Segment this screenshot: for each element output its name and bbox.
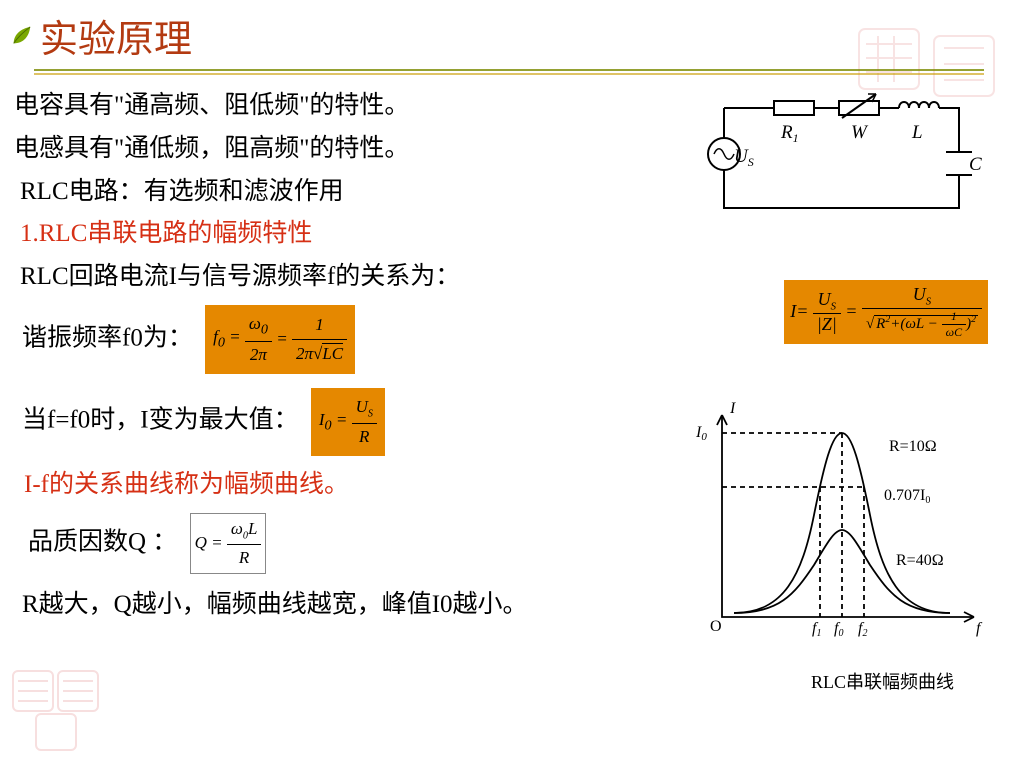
svg-text:R1: R1 [780, 122, 799, 145]
svg-text:f0: f0 [834, 620, 843, 639]
formula-q: Q = ω0LR [190, 513, 267, 575]
svg-text:W: W [851, 122, 869, 143]
svg-text:R=10Ω: R=10Ω [889, 438, 937, 455]
svg-text:0.707I0: 0.707I0 [884, 487, 930, 506]
svg-text:O: O [710, 618, 722, 635]
svg-text:f: f [976, 620, 983, 637]
line-q: 品质因数Q ： [28, 528, 177, 555]
line-f0: 谐振频率f0为： [22, 324, 193, 351]
svg-text:R=40Ω: R=40Ω [896, 552, 944, 569]
svg-text:f2: f2 [858, 620, 867, 639]
svg-text:I0: I0 [695, 424, 707, 443]
section-1-heading: 1.RLC串联电路的幅频特性 [20, 215, 1024, 254]
svg-text:C: C [969, 154, 982, 175]
amplitude-frequency-graph: I I0 R=10Ω 0.707I0 R=40Ω O f1 f0 f2 f [674, 390, 994, 660]
formula-i0: I0 = USR [311, 388, 385, 456]
svg-text:US: US [734, 146, 754, 169]
line-imax: 当f=f0时，I变为最大值： [22, 407, 299, 434]
graph-caption: RLC串联幅频曲线 [811, 668, 954, 694]
page-title: 实验原理 [40, 8, 192, 63]
seal-watermark-bottom [8, 666, 108, 756]
formula-main-current: I = US|Z| = US √R2+(ωL − 1ωC)2 [784, 280, 988, 344]
formula-f0: f0 = ω02π = 12π√LC [205, 305, 355, 375]
svg-text:f1: f1 [812, 620, 821, 639]
svg-text:I: I [729, 400, 736, 417]
svg-text:L: L [911, 122, 923, 143]
leaf-bullet-icon [10, 25, 32, 47]
circuit-diagram: US R1 W L C [684, 90, 984, 220]
